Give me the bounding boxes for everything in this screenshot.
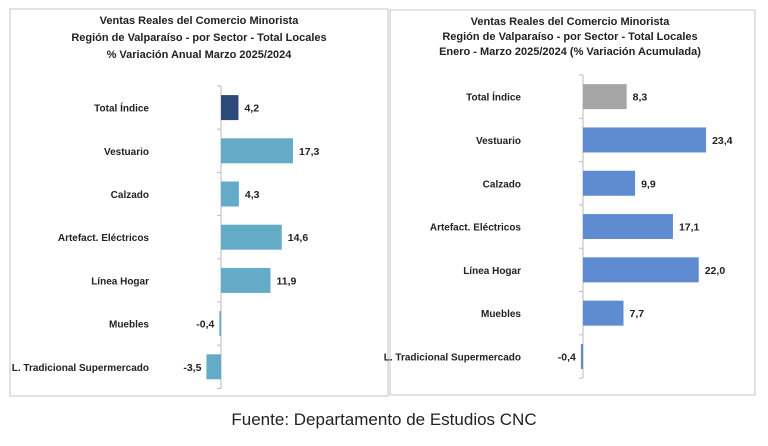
category-label: Calzado — [111, 190, 149, 201]
data-label: 17,1 — [679, 222, 700, 234]
category-label: Calzado — [483, 179, 521, 190]
category-label: Total Índice — [466, 91, 521, 104]
source-note: Fuente: Departamento de Estudios CNC — [231, 410, 537, 429]
category-label: Artefact. Eléctricos — [430, 223, 522, 234]
data-label: 14,6 — [288, 232, 309, 244]
category-label: L. Tradicional Supermercado — [384, 352, 521, 363]
data-label: 8,3 — [633, 92, 648, 104]
chart-border — [389, 9, 756, 396]
chart-title-line: Enero - Marzo 2025/2024 (% Variación Acu… — [439, 46, 701, 58]
data-label: 9,9 — [641, 178, 656, 190]
bar — [583, 257, 699, 283]
category-label: Total Índice — [94, 102, 149, 115]
bar — [580, 343, 583, 369]
data-label: -3,5 — [183, 362, 201, 374]
bar — [583, 84, 627, 110]
category-label: Artefact. Eléctricos — [58, 233, 150, 244]
chart-1: Ventas Reales del Comercio Minorista Regi… — [9, 8, 389, 397]
category-label: Línea Hogar — [463, 266, 521, 277]
bar — [583, 127, 707, 153]
data-label: 23,4 — [712, 135, 733, 147]
bar — [583, 170, 636, 196]
bar — [583, 300, 624, 326]
category-label: Muebles — [481, 309, 521, 320]
category-label: Vestuario — [104, 147, 149, 158]
data-label: 22,0 — [705, 265, 726, 277]
chart-title-line: Ventas Reales del Comercio Minorista — [100, 15, 300, 27]
data-label: -0,4 — [196, 319, 214, 331]
data-label: 4,2 — [244, 103, 259, 115]
category-label: Línea Hogar — [91, 276, 149, 287]
bar — [221, 95, 239, 121]
chart-2: Ventas Reales del Comercio Minorista Regi… — [384, 9, 756, 396]
data-label: 11,9 — [277, 275, 297, 287]
chart-border — [9, 8, 389, 397]
category-label: Muebles — [109, 320, 149, 331]
chart-title-line: Ventas Reales del Comercio Minorista — [471, 16, 671, 28]
bar — [206, 354, 221, 380]
category-label: L. Tradicional Supermercado — [12, 363, 149, 374]
bar — [583, 214, 673, 240]
data-label: 7,7 — [630, 308, 645, 320]
data-label: 17,3 — [299, 146, 320, 158]
data-label: 4,3 — [245, 189, 260, 201]
bar — [219, 311, 221, 337]
bar — [221, 138, 293, 164]
bar — [221, 181, 239, 207]
chart-title-line: % Variación Anual Marzo 2025/2024 — [107, 49, 293, 61]
chart-title-line: Región de Valparaíso - por Sector - Tota… — [71, 32, 326, 44]
bar — [221, 267, 271, 293]
category-label: Vestuario — [476, 136, 521, 147]
chart-title-line: Región de Valparaíso - por Sector - Tota… — [442, 31, 697, 43]
bar — [221, 224, 282, 250]
data-label: -0,4 — [558, 351, 576, 363]
